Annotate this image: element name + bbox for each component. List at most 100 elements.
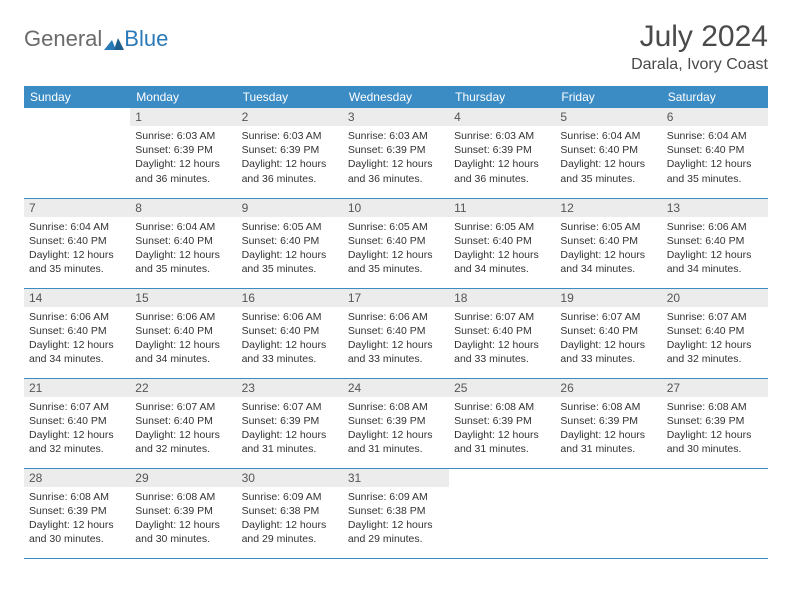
- day-info-line: Sunrise: 6:03 AM: [348, 129, 444, 143]
- day-number: 27: [662, 379, 768, 397]
- day-info-line: Sunset: 6:40 PM: [560, 324, 656, 338]
- day-info-line: and 35 minutes.: [135, 262, 231, 276]
- calendar-day-cell: [24, 108, 130, 198]
- day-info-line: and 33 minutes.: [454, 352, 550, 366]
- day-info: Sunrise: 6:06 AMSunset: 6:40 PMDaylight:…: [343, 307, 449, 372]
- day-number: 15: [130, 289, 236, 307]
- day-info-line: Sunset: 6:40 PM: [348, 234, 444, 248]
- day-info-line: Sunset: 6:40 PM: [560, 234, 656, 248]
- day-info: Sunrise: 6:04 AMSunset: 6:40 PMDaylight:…: [24, 217, 130, 282]
- day-info: Sunrise: 6:09 AMSunset: 6:38 PMDaylight:…: [343, 487, 449, 552]
- day-number: 28: [24, 469, 130, 487]
- day-info: Sunrise: 6:08 AMSunset: 6:39 PMDaylight:…: [130, 487, 236, 552]
- day-info-line: Sunrise: 6:05 AM: [348, 220, 444, 234]
- day-info-line: Daylight: 12 hours: [242, 157, 338, 171]
- calendar-day-cell: 28Sunrise: 6:08 AMSunset: 6:39 PMDayligh…: [24, 468, 130, 558]
- day-info-line: Sunset: 6:39 PM: [454, 143, 550, 157]
- day-info-line: Daylight: 12 hours: [454, 338, 550, 352]
- day-info-line: Sunrise: 6:08 AM: [454, 400, 550, 414]
- day-info-line: and 35 minutes.: [29, 262, 125, 276]
- weekday-header: Tuesday: [237, 86, 343, 108]
- calendar-day-cell: 29Sunrise: 6:08 AMSunset: 6:39 PMDayligh…: [130, 468, 236, 558]
- day-info-line: Daylight: 12 hours: [667, 338, 763, 352]
- day-info-line: and 36 minutes.: [454, 172, 550, 186]
- day-number: 30: [237, 469, 343, 487]
- day-info-line: Sunrise: 6:04 AM: [29, 220, 125, 234]
- day-info-line: Sunset: 6:40 PM: [242, 324, 338, 338]
- day-number: 4: [449, 108, 555, 126]
- day-info-line: Daylight: 12 hours: [348, 518, 444, 532]
- day-info-line: Daylight: 12 hours: [560, 248, 656, 262]
- day-info-line: and 33 minutes.: [242, 352, 338, 366]
- day-info-line: and 31 minutes.: [560, 442, 656, 456]
- day-info-line: Daylight: 12 hours: [454, 428, 550, 442]
- day-number: 16: [237, 289, 343, 307]
- day-number: 12: [555, 199, 661, 217]
- calendar-day-cell: 30Sunrise: 6:09 AMSunset: 6:38 PMDayligh…: [237, 468, 343, 558]
- day-info-line: Sunset: 6:40 PM: [29, 324, 125, 338]
- calendar-day-cell: 1Sunrise: 6:03 AMSunset: 6:39 PMDaylight…: [130, 108, 236, 198]
- day-number: 3: [343, 108, 449, 126]
- day-info-line: Sunset: 6:39 PM: [667, 414, 763, 428]
- day-info-line: Sunset: 6:39 PM: [242, 414, 338, 428]
- day-info-line: Sunrise: 6:06 AM: [29, 310, 125, 324]
- day-number: 13: [662, 199, 768, 217]
- day-info-line: Daylight: 12 hours: [135, 157, 231, 171]
- day-info: Sunrise: 6:08 AMSunset: 6:39 PMDaylight:…: [662, 397, 768, 462]
- calendar-day-cell: 5Sunrise: 6:04 AMSunset: 6:40 PMDaylight…: [555, 108, 661, 198]
- day-info-line: Sunset: 6:39 PM: [348, 414, 444, 428]
- day-info-line: Daylight: 12 hours: [29, 338, 125, 352]
- day-info-line: Daylight: 12 hours: [667, 157, 763, 171]
- day-info-line: Daylight: 12 hours: [135, 338, 231, 352]
- day-info-line: Daylight: 12 hours: [29, 248, 125, 262]
- day-info-line: and 34 minutes.: [454, 262, 550, 276]
- day-info: Sunrise: 6:03 AMSunset: 6:39 PMDaylight:…: [130, 126, 236, 191]
- calendar-week-row: 1Sunrise: 6:03 AMSunset: 6:39 PMDaylight…: [24, 108, 768, 198]
- calendar-day-cell: 19Sunrise: 6:07 AMSunset: 6:40 PMDayligh…: [555, 288, 661, 378]
- day-info-line: Sunset: 6:40 PM: [29, 234, 125, 248]
- day-info-line: Daylight: 12 hours: [242, 518, 338, 532]
- day-info-line: Sunrise: 6:07 AM: [560, 310, 656, 324]
- day-info-line: and 33 minutes.: [348, 352, 444, 366]
- day-info: Sunrise: 6:07 AMSunset: 6:40 PMDaylight:…: [555, 307, 661, 372]
- title-block: July 2024 Darala, Ivory Coast: [631, 20, 768, 74]
- day-info-line: Daylight: 12 hours: [242, 338, 338, 352]
- day-info-line: Sunrise: 6:07 AM: [29, 400, 125, 414]
- weekday-header: Sunday: [24, 86, 130, 108]
- weekday-header: Monday: [130, 86, 236, 108]
- day-info-line: Sunset: 6:40 PM: [454, 324, 550, 338]
- day-info-line: Daylight: 12 hours: [135, 248, 231, 262]
- day-info-line: Sunrise: 6:06 AM: [667, 220, 763, 234]
- day-info-line: Sunrise: 6:09 AM: [242, 490, 338, 504]
- day-info: Sunrise: 6:05 AMSunset: 6:40 PMDaylight:…: [343, 217, 449, 282]
- day-number: 14: [24, 289, 130, 307]
- day-info: Sunrise: 6:08 AMSunset: 6:39 PMDaylight:…: [24, 487, 130, 552]
- day-info-line: Sunrise: 6:05 AM: [242, 220, 338, 234]
- day-info-line: Sunset: 6:39 PM: [454, 414, 550, 428]
- calendar-day-cell: 26Sunrise: 6:08 AMSunset: 6:39 PMDayligh…: [555, 378, 661, 468]
- calendar-day-cell: [662, 468, 768, 558]
- day-info-line: and 34 minutes.: [667, 262, 763, 276]
- day-info: Sunrise: 6:04 AMSunset: 6:40 PMDaylight:…: [662, 126, 768, 191]
- day-info-line: Sunrise: 6:07 AM: [242, 400, 338, 414]
- weekday-header: Thursday: [449, 86, 555, 108]
- day-number: 9: [237, 199, 343, 217]
- day-info: Sunrise: 6:07 AMSunset: 6:39 PMDaylight:…: [237, 397, 343, 462]
- day-info-line: Sunrise: 6:07 AM: [667, 310, 763, 324]
- logo: General Blue: [24, 26, 168, 52]
- weekday-header-row: SundayMondayTuesdayWednesdayThursdayFrid…: [24, 86, 768, 108]
- day-info-line: Sunset: 6:39 PM: [348, 143, 444, 157]
- day-info-line: Sunset: 6:39 PM: [242, 143, 338, 157]
- day-info-line: and 31 minutes.: [242, 442, 338, 456]
- day-info: Sunrise: 6:07 AMSunset: 6:40 PMDaylight:…: [449, 307, 555, 372]
- day-info-line: Sunset: 6:40 PM: [29, 414, 125, 428]
- calendar-body: 1Sunrise: 6:03 AMSunset: 6:39 PMDaylight…: [24, 108, 768, 558]
- day-info-line: Sunrise: 6:05 AM: [454, 220, 550, 234]
- day-info: Sunrise: 6:08 AMSunset: 6:39 PMDaylight:…: [555, 397, 661, 462]
- calendar-table: SundayMondayTuesdayWednesdayThursdayFrid…: [24, 86, 768, 559]
- day-number: 18: [449, 289, 555, 307]
- location: Darala, Ivory Coast: [631, 56, 768, 74]
- calendar-day-cell: 7Sunrise: 6:04 AMSunset: 6:40 PMDaylight…: [24, 198, 130, 288]
- calendar-day-cell: 6Sunrise: 6:04 AMSunset: 6:40 PMDaylight…: [662, 108, 768, 198]
- day-info: Sunrise: 6:08 AMSunset: 6:39 PMDaylight:…: [343, 397, 449, 462]
